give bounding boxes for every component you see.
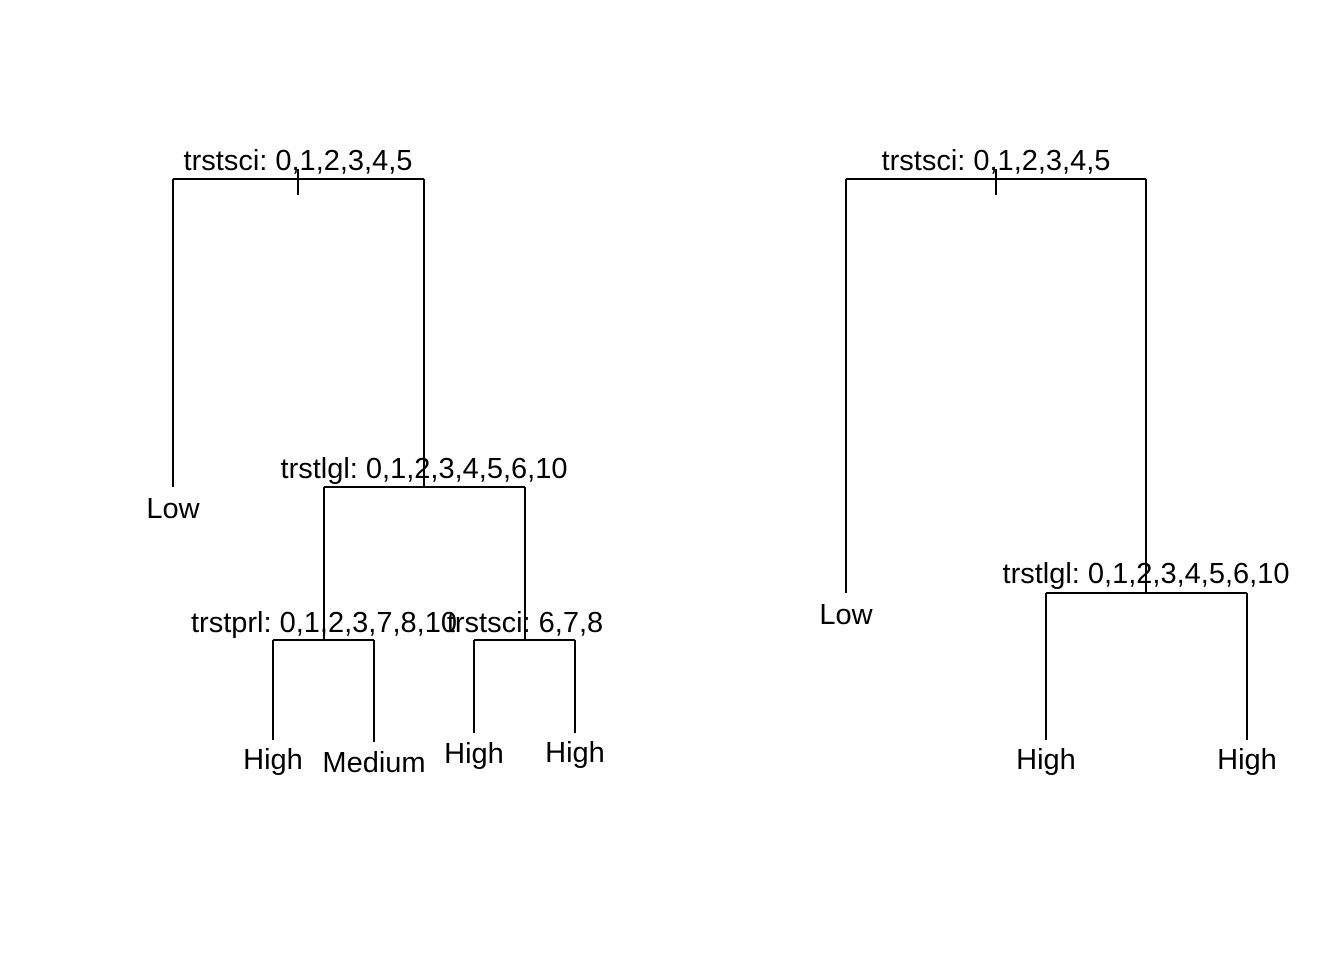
leaf-label: High [545,737,605,769]
leaf-label: High [1217,744,1277,776]
leaf-label: High [1016,744,1076,776]
leaf-label: Medium [322,747,425,779]
split-label: trstlgl: 0,1,2,3,4,5,6,10 [281,453,568,485]
leaf-label: Low [146,493,200,525]
split-label: trstsci: 0,1,2,3,4,5 [882,145,1111,177]
tree-right: trstsci: 0,1,2,3,4,5 trstlgl: 0,1,2,3,4,… [819,145,1289,776]
leaf-label: High [243,744,303,776]
split-label: trstprl: 0,1,2,3,7,8,10 [191,607,457,639]
split-label: trstlgl: 0,1,2,3,4,5,6,10 [1003,558,1290,590]
leaf-label: Low [819,599,873,631]
tree-left: trstsci: 0,1,2,3,4,5 trstlgl: 0,1,2,3,4,… [146,145,604,779]
split-label: trstsci: 0,1,2,3,4,5 [184,145,413,177]
leaf-label: High [444,738,504,770]
split-label: trstsci: 6,7,8 [447,607,603,639]
